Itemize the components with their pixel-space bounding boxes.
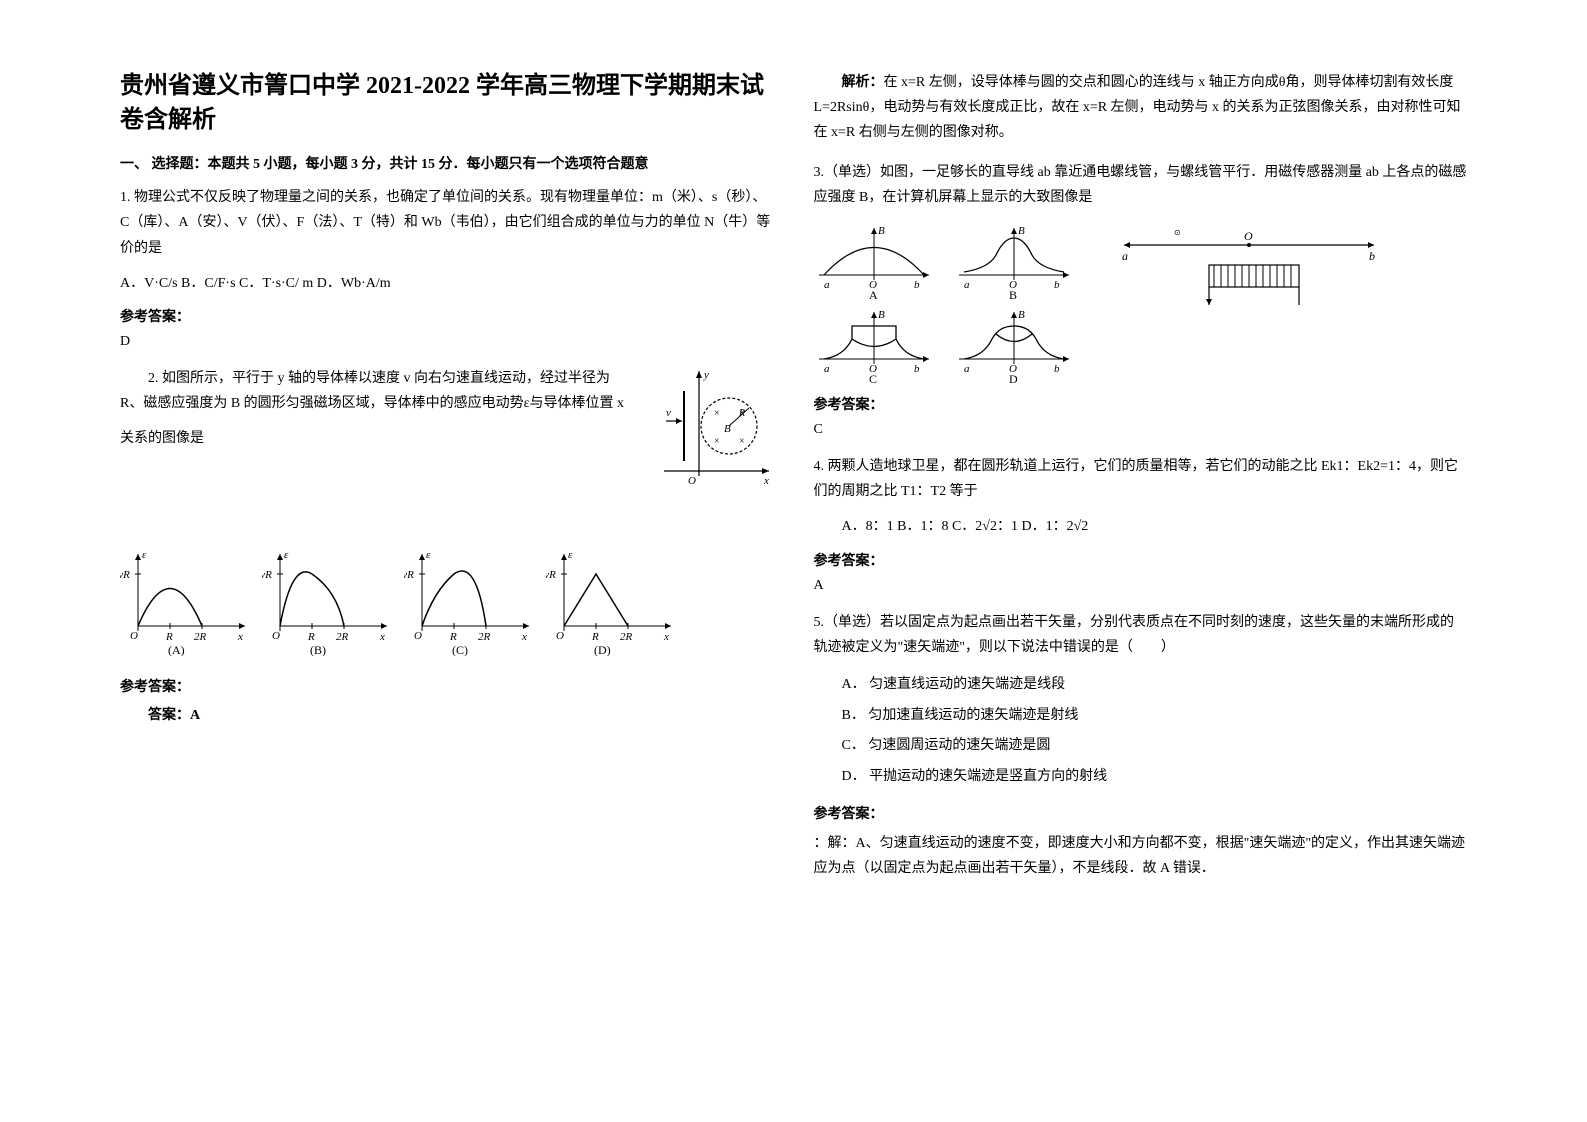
x-label: x	[763, 475, 769, 486]
chart-b: 2BvR ε O R 2R x (B)	[262, 546, 392, 656]
svg-text:a: a	[964, 279, 970, 291]
svg-text:2R: 2R	[478, 631, 491, 643]
svg-text:×: ×	[714, 408, 720, 419]
chart-d: 2BvR ε O R 2R x (D)	[546, 546, 676, 656]
q3-answer: C	[814, 422, 1468, 438]
q5-explain: ：解：A、匀速直线运动的速度不变，即速度大小和方向都不变，根据"速矢端迹"的定义…	[814, 831, 1468, 881]
svg-text:2BvR: 2BvR	[262, 569, 272, 581]
v-label: v	[666, 407, 671, 419]
svg-text:O: O	[130, 630, 138, 642]
y-label: y	[703, 369, 709, 381]
q4-answer-label: 参考答案：	[814, 550, 1468, 570]
svg-text:x: x	[379, 631, 385, 643]
svg-text:ε: ε	[142, 549, 147, 561]
q4-text: 4. 两颗人造地球卫星，都在圆形轨道上运行，它们的质量相等，若它们的动能之比 E…	[814, 454, 1468, 504]
svg-text:x: x	[521, 631, 527, 643]
svg-text:R: R	[449, 631, 457, 643]
q2-diagram: × × × × v B R y x O	[644, 366, 774, 486]
q2-explain-text: 在 x=R 左侧，设导体棒与圆的交点和圆心的连线与 x 轴正方向成θ角，则导体棒…	[814, 75, 1461, 140]
svg-text:x: x	[663, 631, 669, 643]
q1-answer-label: 参考答案：	[120, 306, 774, 326]
svg-text:⊙: ⊙	[1174, 228, 1181, 237]
q2-explain-label: 解析：	[842, 75, 884, 90]
O-label: O	[688, 475, 696, 486]
q5-opt-c: C． 匀速圆周运动的速矢端迹是圆	[842, 731, 1468, 762]
q2-block: 2. 如图所示，平行于 y 轴的导体棒以速度 v 向右匀速直线运动，经过半径为 …	[120, 366, 774, 486]
svg-text:2BvR: 2BvR	[546, 569, 556, 581]
svg-text:C: C	[869, 372, 877, 384]
svg-text:b: b	[914, 279, 920, 291]
q2-explain: 解析：在 x=R 左侧，设导体棒与圆的交点和圆心的连线与 x 轴正方向成θ角，则…	[814, 70, 1468, 146]
R-label: R	[738, 408, 745, 419]
q1-answer: D	[120, 334, 774, 350]
svg-text:B: B	[1009, 288, 1017, 300]
q2-text-1: 2. 如图所示，平行于 y 轴的导体棒以速度 v 向右匀速直线运动，经过半径为 …	[120, 366, 632, 416]
svg-text:ε: ε	[284, 549, 289, 561]
q1-options: A．V·C/s B．C/F·s C．T·s·C/ m D．Wb·A/m	[120, 271, 774, 296]
svg-text:b: b	[914, 363, 920, 375]
left-column: 贵州省遵义市箐口中学 2021-2022 学年高三物理下学期期末试卷含解析 一、…	[100, 70, 794, 1082]
q3-chart-a: B a O b A	[814, 220, 934, 300]
svg-text:(D): (D)	[594, 643, 611, 656]
svg-text:O: O	[272, 630, 280, 642]
svg-text:A: A	[869, 288, 878, 300]
svg-text:B: B	[1018, 309, 1025, 321]
svg-text:×: ×	[714, 436, 720, 447]
section-1-title: 一、 选择题：本题共 5 小题，每小题 3 分，共计 15 分．每小题只有一个选…	[120, 153, 774, 173]
q3-answer-label: 参考答案：	[814, 394, 1468, 414]
exam-title: 贵州省遵义市箐口中学 2021-2022 学年高三物理下学期期末试卷含解析	[120, 70, 774, 137]
q5-text: 5.（单选）若以固定点为起点画出若干矢量，分别代表质点在不同时刻的速度，这些矢量…	[814, 610, 1468, 660]
svg-text:2R: 2R	[336, 631, 349, 643]
chart-a: 2BvR ε O R 2R x (A)	[120, 546, 250, 656]
q3-solenoid-diagram: a O b ⊙	[1114, 220, 1384, 310]
svg-text:O: O	[1244, 229, 1253, 243]
svg-text:b: b	[1054, 363, 1060, 375]
q1-text: 1. 物理公式不仅反映了物理量之间的关系，也确定了单位间的关系。现有物理量单位：…	[120, 185, 774, 261]
svg-text:R: R	[165, 631, 173, 643]
q2-answer-label: 参考答案：	[120, 676, 774, 696]
svg-text:B: B	[878, 225, 885, 237]
svg-text:R: R	[591, 631, 599, 643]
svg-text:b: b	[1369, 249, 1375, 263]
q5-opt-d: D． 平抛运动的速矢端迹是竖直方向的射线	[842, 762, 1468, 793]
svg-text:(A): (A)	[168, 643, 185, 656]
svg-text:R: R	[307, 631, 315, 643]
svg-text:x: x	[237, 631, 243, 643]
svg-text:(B): (B)	[310, 643, 326, 656]
svg-text:2R: 2R	[620, 631, 633, 643]
q2-answer-charts: 2BvR ε O R 2R x (A) 2BvR ε O R 2R x (	[120, 546, 774, 656]
chart-c: 2BvR ε O R 2R x (C)	[404, 546, 534, 656]
svg-text:2R: 2R	[194, 631, 207, 643]
q4-answer: A	[814, 578, 1468, 594]
q3-chart-b: B a O b B	[954, 220, 1074, 300]
q3-chart-c: B a O b C	[814, 304, 934, 384]
svg-text:B: B	[878, 309, 885, 321]
svg-text:ε: ε	[426, 549, 431, 561]
svg-text:2BvR: 2BvR	[120, 569, 130, 581]
right-column: 解析：在 x=R 左侧，设导体棒与圆的交点和圆心的连线与 x 轴正方向成θ角，则…	[794, 70, 1488, 1082]
svg-text:a: a	[1122, 249, 1128, 263]
svg-text:×: ×	[739, 436, 745, 447]
svg-text:a: a	[824, 363, 830, 375]
q5-opt-a: A． 匀速直线运动的速矢端迹是线段	[842, 670, 1468, 701]
q3-text: 3.（单选）如图，一足够长的直导线 ab 靠近通电螺线管，与螺线管平行．用磁传感…	[814, 160, 1468, 210]
svg-text:a: a	[824, 279, 830, 291]
q2-text-2: 关系的图像是	[120, 426, 632, 451]
svg-text:ε: ε	[568, 549, 573, 561]
q3-chart-d: B a O b D	[954, 304, 1074, 384]
svg-text:(C): (C)	[452, 643, 468, 656]
svg-text:a: a	[964, 363, 970, 375]
q5-opt-b: B． 匀加速直线运动的速矢端迹是射线	[842, 701, 1468, 732]
svg-text:O: O	[556, 630, 564, 642]
q4-options: A．8：1 B．1：8 C．2√2：1 D．1：2√2	[842, 514, 1468, 539]
svg-text:2BvR: 2BvR	[404, 569, 414, 581]
svg-text:B: B	[1018, 225, 1025, 237]
q5-answer-label: 参考答案：	[814, 803, 1468, 823]
q2-answer: 答案：A	[120, 704, 774, 724]
q3-charts-row: B a O b A B a O b B	[814, 220, 1468, 384]
svg-text:D: D	[1009, 372, 1018, 384]
svg-text:O: O	[414, 630, 422, 642]
svg-text:b: b	[1054, 279, 1060, 291]
